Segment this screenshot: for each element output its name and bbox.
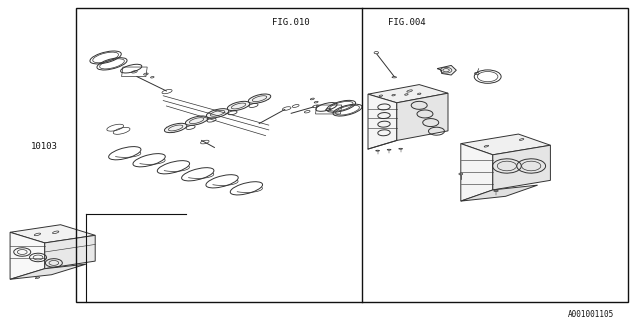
Text: FIG.004: FIG.004: [388, 18, 425, 27]
Text: A001001105: A001001105: [568, 310, 614, 319]
Polygon shape: [493, 145, 550, 190]
Text: 10103: 10103: [31, 142, 58, 151]
Ellipse shape: [206, 109, 229, 118]
Polygon shape: [368, 94, 397, 149]
Polygon shape: [10, 225, 95, 243]
Polygon shape: [461, 144, 493, 201]
Ellipse shape: [227, 101, 250, 111]
Polygon shape: [461, 134, 550, 155]
Text: FIG.010: FIG.010: [273, 18, 310, 27]
Polygon shape: [437, 65, 456, 75]
Polygon shape: [10, 264, 86, 279]
Polygon shape: [397, 93, 448, 140]
Polygon shape: [461, 185, 538, 201]
Bar: [76, 8, 628, 302]
Polygon shape: [45, 235, 95, 269]
Ellipse shape: [186, 116, 208, 125]
Ellipse shape: [164, 123, 187, 132]
Polygon shape: [368, 84, 448, 103]
Ellipse shape: [248, 94, 271, 103]
Polygon shape: [10, 232, 45, 279]
